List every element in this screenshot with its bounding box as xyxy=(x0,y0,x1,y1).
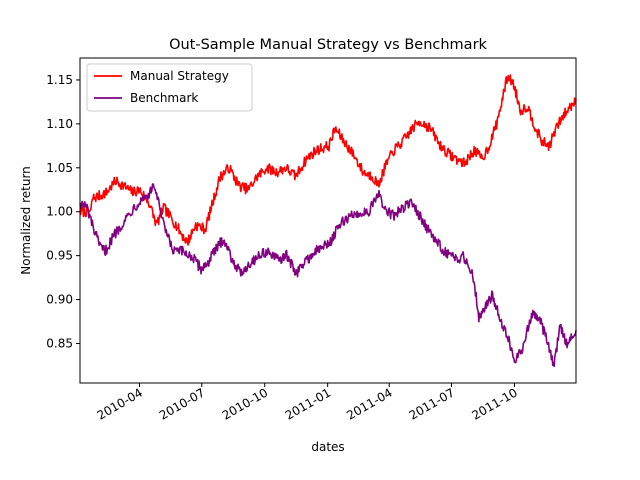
series-layer xyxy=(79,74,577,368)
y-tick-label: 1.15 xyxy=(46,73,73,87)
legend-label-benchmark: Benchmark xyxy=(130,91,198,105)
y-tick-label: 0.85 xyxy=(46,336,73,350)
y-axis-label: Normalized return xyxy=(19,166,33,275)
y-tick-label: 0.90 xyxy=(46,293,73,307)
y-tick-label: 0.95 xyxy=(46,249,73,263)
y-axis: 0.85 0.90 0.95 1.00 1.05 1.10 1.15 xyxy=(46,73,80,350)
y-tick-label: 1.00 xyxy=(46,205,73,219)
series-line-benchmark xyxy=(79,183,577,368)
y-tick-label: 1.10 xyxy=(46,117,73,131)
legend-box xyxy=(86,63,253,112)
plot-area xyxy=(80,58,576,383)
series-line-manual-strategy xyxy=(79,74,577,246)
legend-label-manual-strategy: Manual Strategy xyxy=(130,69,229,83)
legend: Manual Strategy Benchmark xyxy=(86,63,253,112)
chart-title: Out-Sample Manual Strategy vs Benchmark xyxy=(169,37,487,53)
y-tick-label: 1.05 xyxy=(46,161,73,175)
x-axis-label: dates xyxy=(311,440,344,454)
